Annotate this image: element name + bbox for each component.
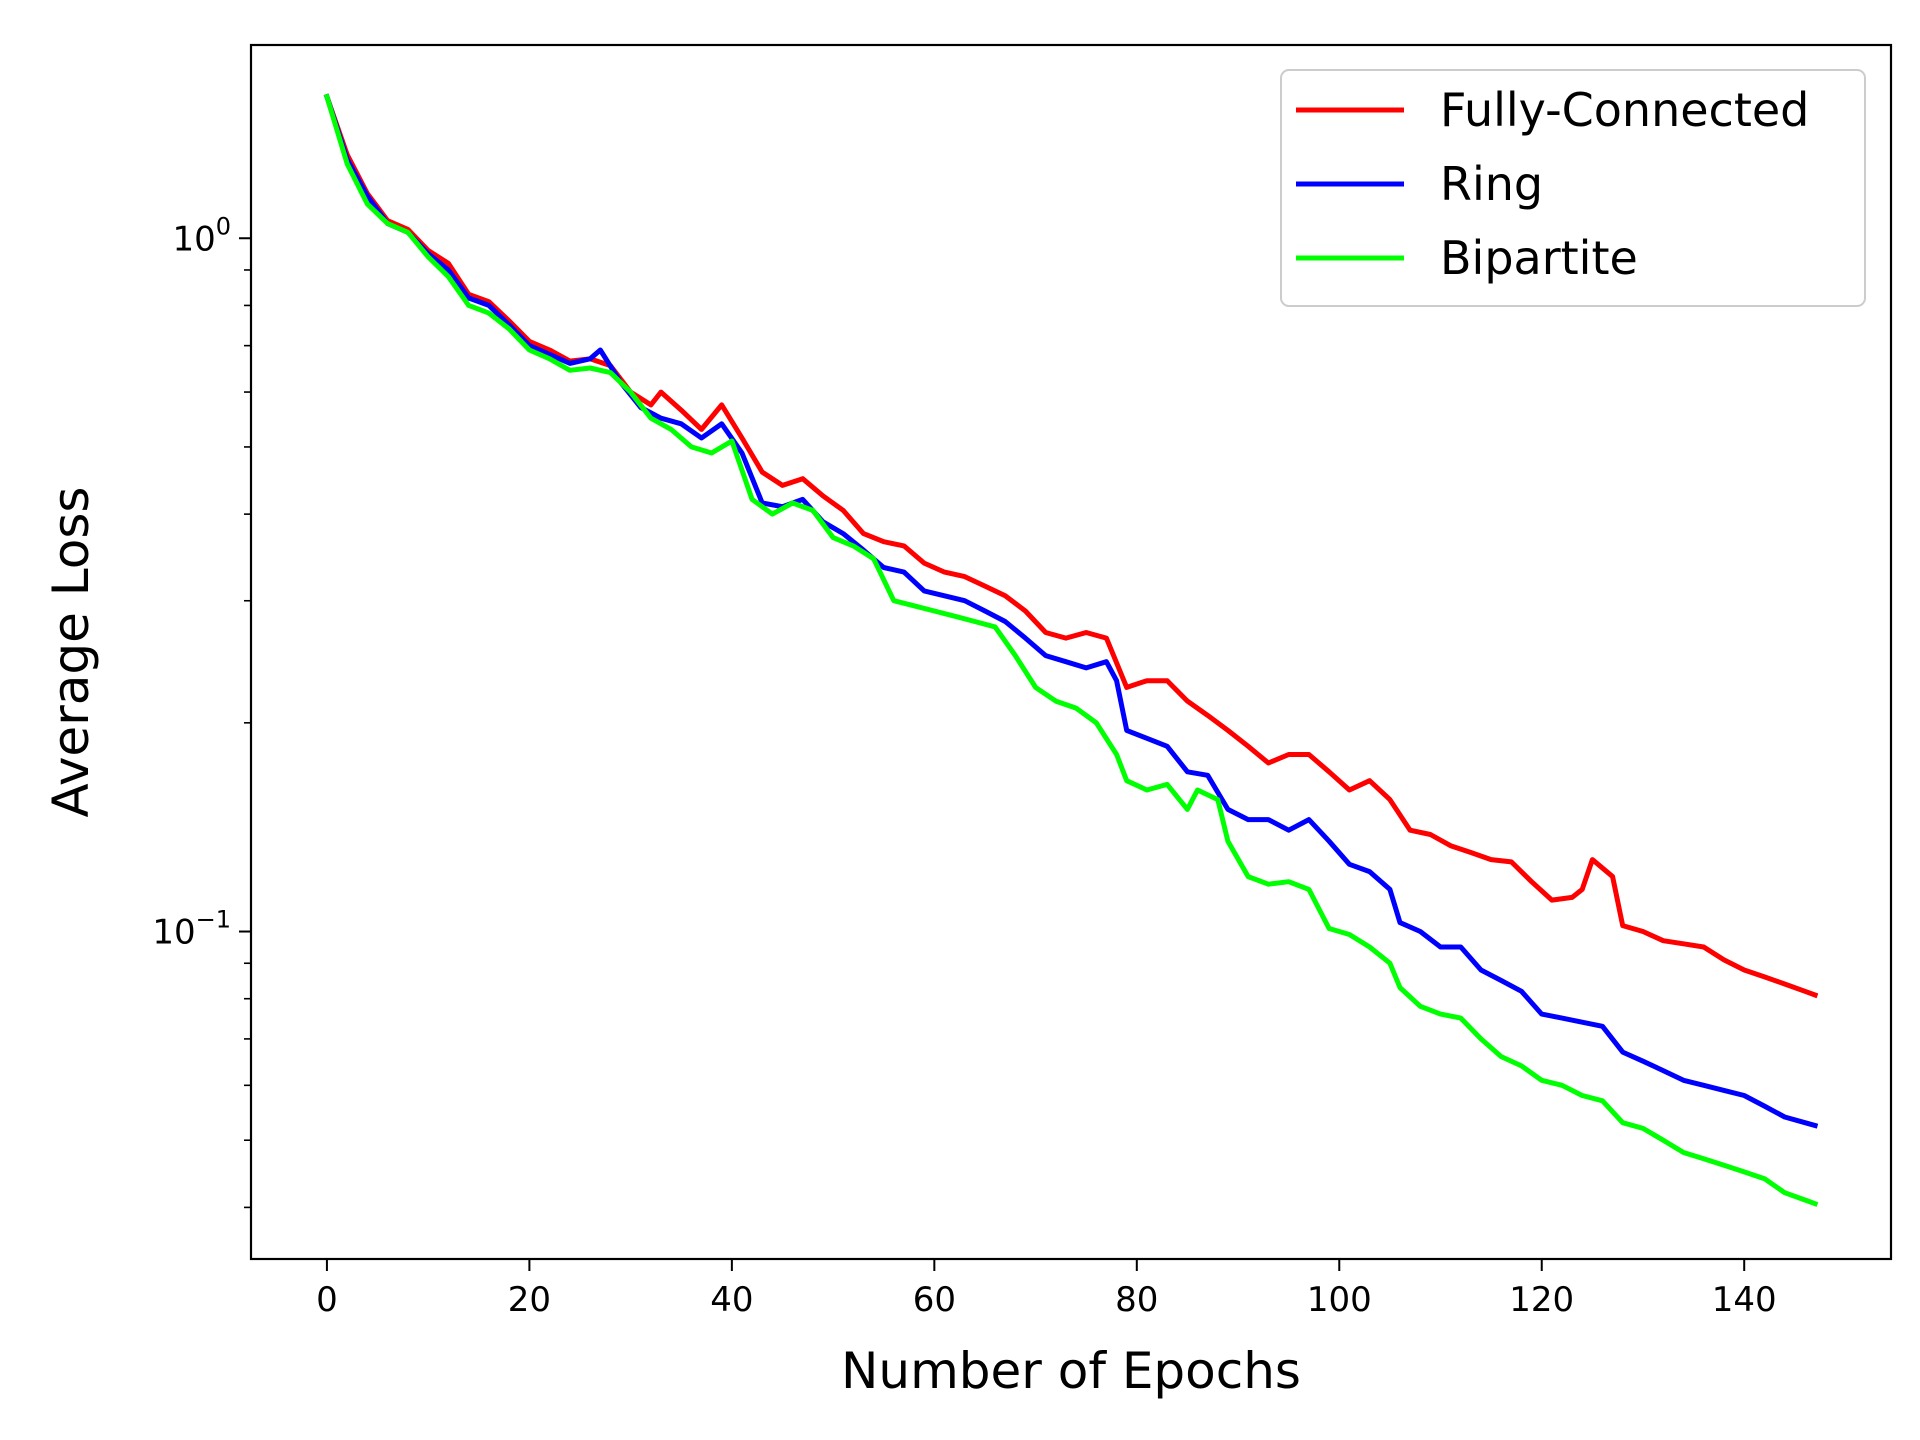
x-tick-label: 20	[508, 1280, 551, 1320]
x-tick-label: 80	[1115, 1280, 1158, 1320]
y-axis-label: Average Loss	[42, 487, 100, 818]
x-tick-label: 100	[1307, 1280, 1372, 1320]
x-axis-ticks: 0 20 40 60 80 100 120 140	[316, 1259, 1777, 1320]
plot-frame	[249, 43, 1893, 1261]
x-tick-label: 60	[913, 1280, 956, 1320]
x-axis-label: Number of Epochs	[841, 1342, 1301, 1400]
x-tick-label: 140	[1712, 1280, 1777, 1320]
legend-label: Bipartite	[1440, 231, 1638, 285]
y-axis-ticks: 100 10−1	[152, 212, 251, 1209]
y-tick-label: 100	[172, 212, 231, 259]
series-layer	[323, 93, 1819, 1207]
legend-box	[1280, 69, 1866, 307]
x-tick-label: 120	[1509, 1280, 1574, 1320]
legend-label: Fully-Connected	[1440, 83, 1809, 137]
legend: Fully-Connected Ring Bipartite	[1280, 69, 1866, 307]
series-line-2	[323, 93, 1819, 1129]
series-line-3	[323, 93, 1819, 1207]
x-tick-label: 40	[710, 1280, 753, 1320]
y-tick-label: 10−1	[152, 906, 231, 953]
x-tick-label: 0	[316, 1280, 338, 1320]
legend-label: Ring	[1440, 157, 1543, 211]
